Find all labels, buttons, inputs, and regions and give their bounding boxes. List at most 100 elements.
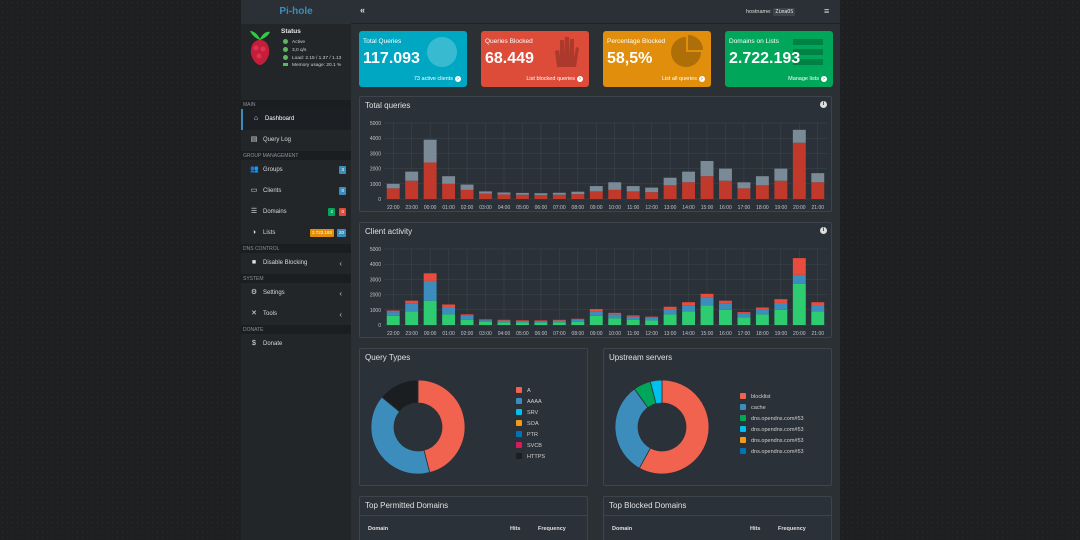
bar[interactable] [719,168,732,181]
bar[interactable] [719,180,732,199]
sidebar-item-lists[interactable]: ◑ Lists 2.722.193 20 [241,223,351,244]
bar[interactable] [755,307,769,310]
sidebar-item-groups[interactable]: 👥 Groups 3 [241,160,351,181]
info-icon[interactable]: i [820,101,827,108]
bar[interactable] [497,192,511,195]
bar[interactable] [589,315,603,325]
column-header-frequency[interactable]: Frequency [538,526,566,532]
bar[interactable] [737,313,751,318]
pie-slice[interactable] [381,379,419,413]
bar[interactable] [460,319,474,325]
bar[interactable] [645,316,659,318]
sidebar-item-dashboard[interactable]: ⌂ Dashboard [241,109,351,130]
column-header-frequency[interactable]: Frequency [778,526,806,532]
sidebar-item-clients[interactable]: ▭ Clients 0 [241,181,351,202]
bar[interactable] [589,309,603,312]
bar[interactable] [571,318,585,320]
column-header-domain[interactable]: Domain [368,526,389,532]
bar[interactable] [442,183,456,199]
sidebar-item-query-log[interactable]: ▤ Query Log [241,130,351,151]
legend-item[interactable]: dns.opendns.com#53 [740,426,804,433]
bar[interactable] [626,315,640,317]
info-icon[interactable]: i [820,227,827,234]
bar[interactable] [811,302,825,306]
bar[interactable] [663,309,677,315]
list-all-queries-link[interactable]: List all queries › [662,76,705,82]
pie-slice[interactable] [638,379,710,475]
bar[interactable] [608,318,622,325]
bar[interactable] [774,299,788,303]
bar[interactable] [626,316,640,320]
bar[interactable] [737,317,751,325]
bar[interactable] [589,191,603,199]
bar[interactable] [552,192,566,195]
legend-item[interactable]: dns.opendns.com#53 [740,415,804,422]
sidebar-toggle-button[interactable]: « [360,5,366,15]
legend-item[interactable]: SRV [516,409,538,416]
bar[interactable] [405,300,419,304]
bar[interactable] [774,302,788,310]
bar[interactable] [608,182,622,190]
client-activity-chart[interactable]: 0 1000 2000 3000 4000 5000 22:00 23:00 00:00 01:0… [360,245,832,337]
legend-item[interactable]: HTTPS [516,453,545,460]
bar[interactable] [700,297,714,306]
bar[interactable] [442,314,456,325]
bar[interactable] [645,317,659,321]
bar[interactable] [792,283,806,325]
bar[interactable] [386,183,400,189]
bar[interactable] [682,311,696,325]
bar[interactable] [792,274,806,284]
bar[interactable] [700,305,714,325]
legend-item[interactable]: AAAA [516,398,542,405]
list-blocked-queries-link[interactable]: List blocked queries › [526,76,583,82]
bar[interactable] [811,182,825,199]
bar[interactable] [479,193,492,199]
sidebar-item-settings[interactable]: ⚙ Settings ‹ [241,283,351,304]
pie-slice[interactable] [417,379,466,474]
bar[interactable] [386,188,400,199]
bar[interactable] [460,315,474,320]
manage-lists-link[interactable]: Manage lists › [788,76,827,82]
bar[interactable] [571,191,585,195]
bar[interactable] [608,189,622,199]
bar[interactable] [645,192,659,199]
bar[interactable] [534,320,548,322]
menu-button[interactable]: ≡ [824,6,830,16]
bar[interactable] [571,319,585,322]
bar[interactable] [386,310,400,313]
legend-item[interactable]: blocklist [740,393,771,400]
bar[interactable] [534,195,548,199]
bar[interactable] [719,309,732,325]
column-header-hits[interactable]: Hits [510,526,521,532]
bar[interactable] [497,322,511,325]
bar[interactable] [811,311,825,325]
bar[interactable] [737,312,751,314]
total-queries-chart[interactable]: 0 1000 2000 3000 4000 5000 22:00 23:00 00:00 01:0… [360,119,832,211]
bar[interactable] [460,184,474,190]
bar[interactable] [515,322,529,325]
pie-slice[interactable] [370,396,431,475]
bar[interactable] [423,273,437,281]
bar[interactable] [497,319,511,321]
bar[interactable] [774,309,788,325]
bar[interactable] [442,304,456,308]
bar[interactable] [423,139,437,163]
bar[interactable] [442,307,456,315]
bar[interactable] [571,321,585,325]
bar[interactable] [515,194,529,199]
column-header-hits[interactable]: Hits [750,526,761,532]
bar[interactable] [423,280,437,301]
bar[interactable] [700,293,714,298]
bar[interactable] [534,321,548,323]
bar[interactable] [515,320,529,323]
bar[interactable] [608,312,622,315]
bar[interactable] [792,258,806,275]
bar[interactable] [386,312,400,316]
bar[interactable] [792,129,806,143]
bar[interactable] [755,185,769,199]
legend-item[interactable]: SOA [516,420,539,427]
bar[interactable] [719,300,732,304]
bar[interactable] [811,306,825,312]
bar[interactable] [626,319,640,325]
bar[interactable] [552,194,566,199]
